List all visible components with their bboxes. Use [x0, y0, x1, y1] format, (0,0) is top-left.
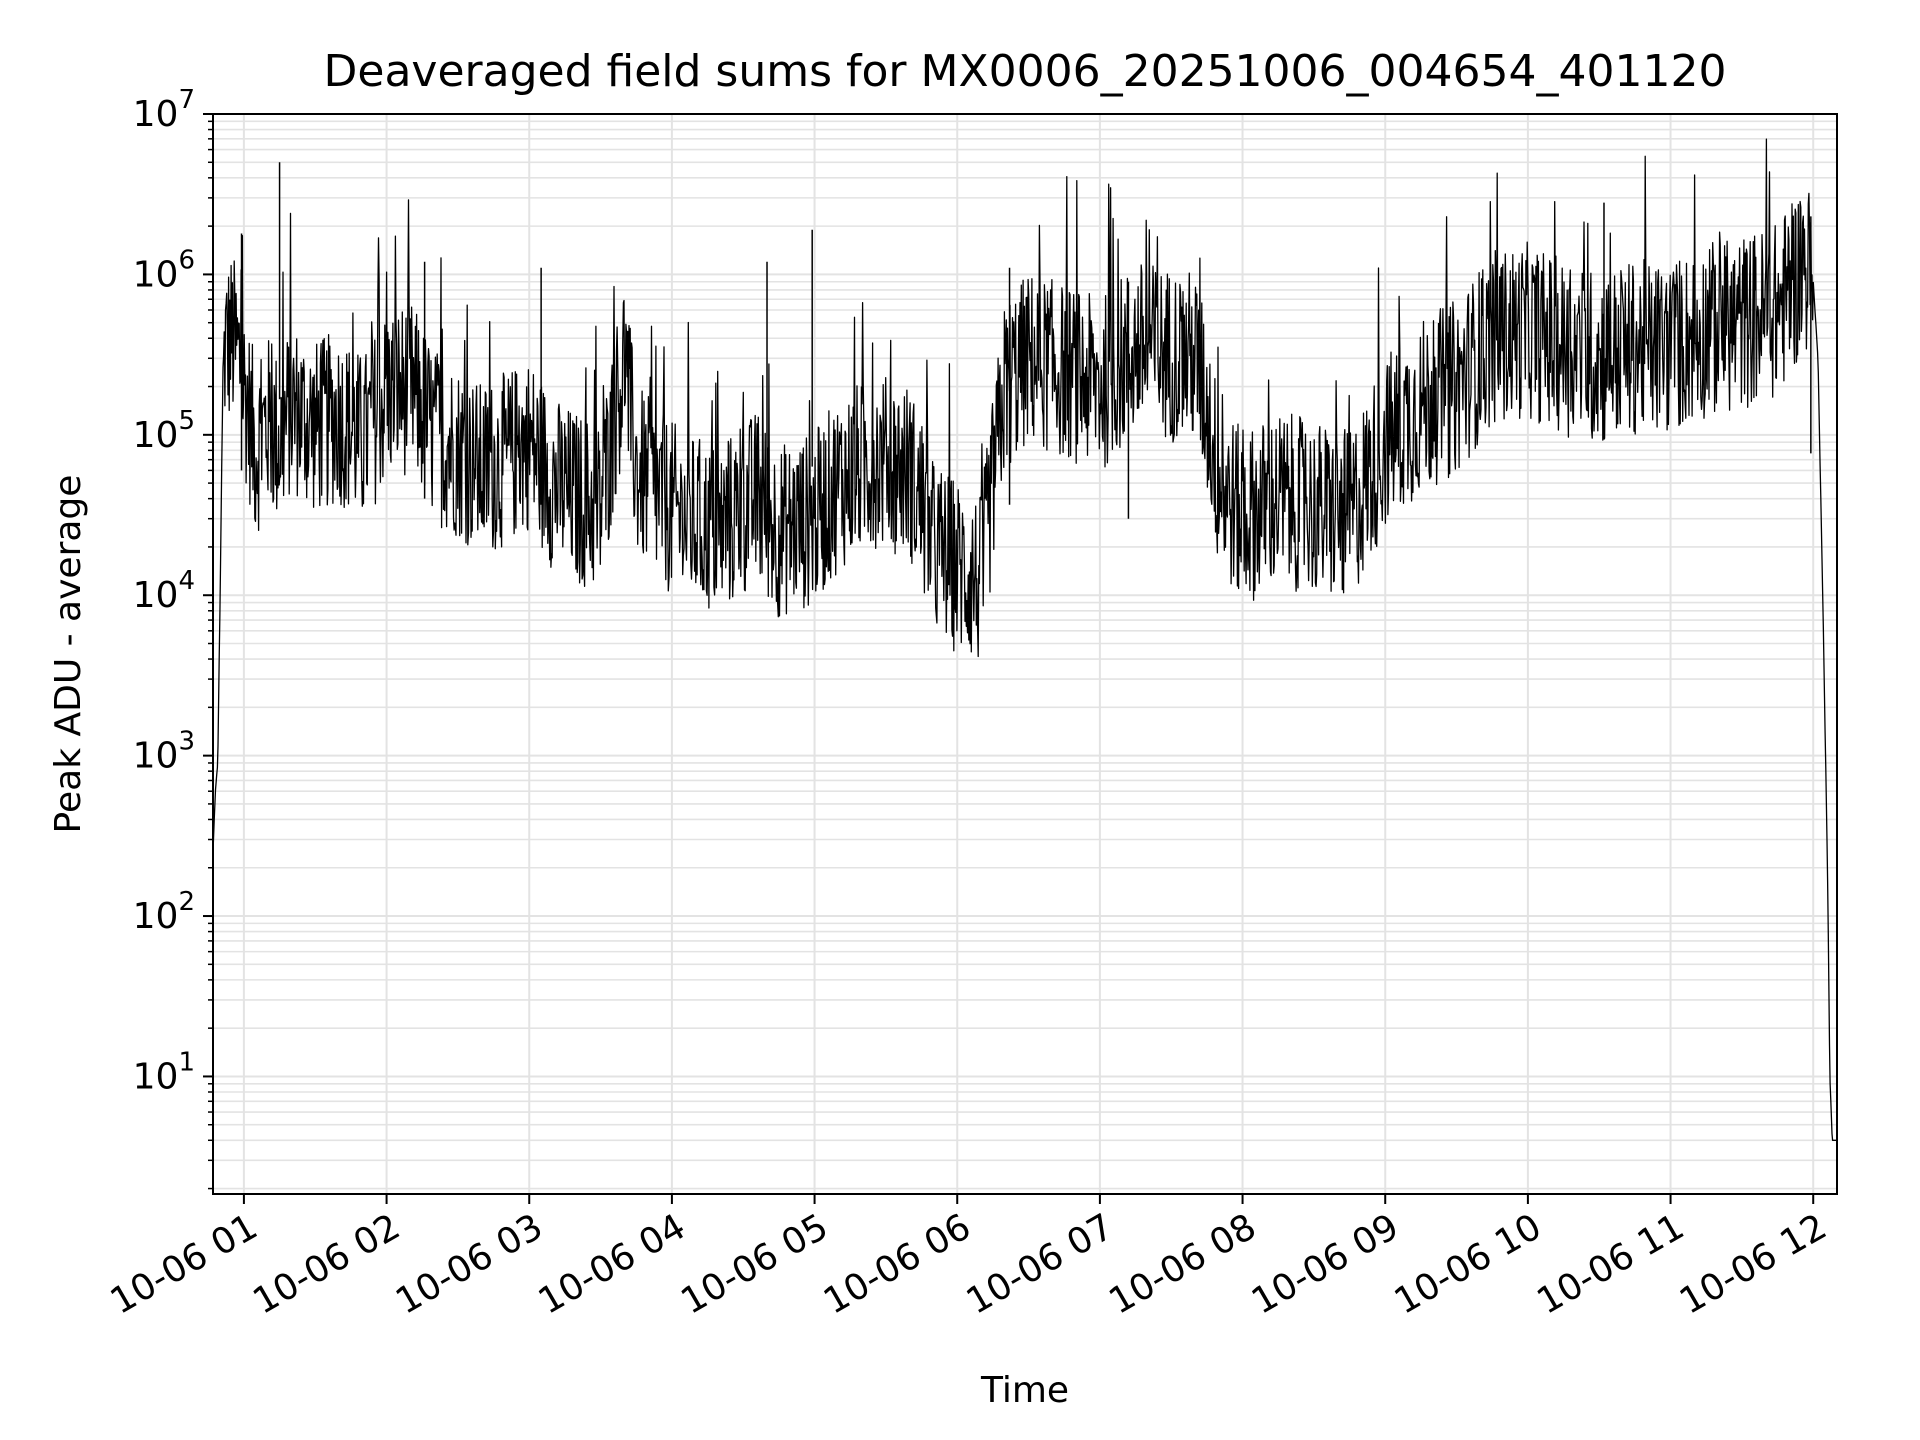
chart-title: Deaveraged field sums for MX0006_2025100… — [324, 46, 1727, 97]
y-tick-label: 101 — [133, 1047, 195, 1097]
grid — [213, 113, 1837, 1194]
y-tick-label: 107 — [133, 85, 195, 135]
series-layer — [212, 138, 1838, 1141]
y-tick-label: 105 — [133, 406, 195, 456]
y-tick-label: 102 — [133, 887, 195, 937]
x-axis-label: Time — [980, 1370, 1069, 1411]
plot-frame — [212, 113, 1838, 1195]
y-axis: 101 102 103 104 105 106 107 — [133, 85, 213, 1190]
y-tick-label: 104 — [133, 566, 195, 616]
y-tick-label: 103 — [133, 727, 195, 777]
series-line — [212, 138, 1838, 1141]
y-tick-label: 106 — [133, 245, 195, 295]
y-axis-label: Peak ADU - average — [48, 475, 89, 834]
